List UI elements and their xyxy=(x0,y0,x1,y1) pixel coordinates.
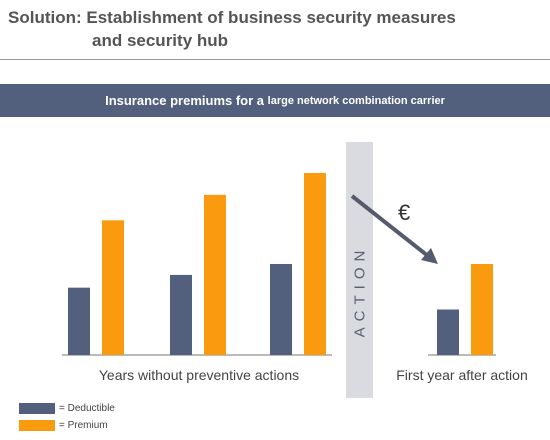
bar-deductible-4 xyxy=(437,309,459,355)
bar-premium-4 xyxy=(471,264,493,355)
category-label-before: Years without preventive actions xyxy=(99,367,299,383)
legend-label-deductible: = Deductible xyxy=(59,403,115,414)
legend-item-premium: = Premium xyxy=(19,417,115,434)
bar-deductible-1 xyxy=(68,287,90,355)
legend-swatch-deductible xyxy=(19,403,55,414)
decrease-arrow-head xyxy=(421,248,438,264)
title-line-1: Solution: Establishment of business secu… xyxy=(8,8,456,27)
chart-title-large: Insurance premiums for a xyxy=(105,93,268,108)
chart-legend: = Deductible = Premium xyxy=(19,400,115,434)
bar-chart: ACTION Years without preventive actions Fi… xyxy=(62,142,528,398)
euro-symbol: € xyxy=(398,200,410,225)
decrease-arrow-shaft xyxy=(350,194,430,258)
bar-deductible-2 xyxy=(170,274,192,355)
bar-deductible-3 xyxy=(270,264,292,355)
action-band xyxy=(346,142,373,398)
action-label: ACTION xyxy=(352,245,369,338)
legend-label-premium: = Premium xyxy=(59,420,108,431)
title-line-2: and security hub xyxy=(92,31,229,50)
category-label-after: First year after action xyxy=(396,367,528,383)
legend-item-deductible: = Deductible xyxy=(19,400,115,417)
chart-title-small: large network combination carrier xyxy=(267,94,445,107)
bar-premium-2 xyxy=(204,194,226,355)
legend-swatch-premium xyxy=(19,420,55,431)
bar-premium-3 xyxy=(304,173,326,355)
title-divider xyxy=(0,59,550,60)
chart-title-banner: Insurance premiums for a large network c… xyxy=(0,84,550,117)
page-title: Solution: Establishment of business secu… xyxy=(8,6,456,52)
bar-premium-1 xyxy=(102,220,124,355)
